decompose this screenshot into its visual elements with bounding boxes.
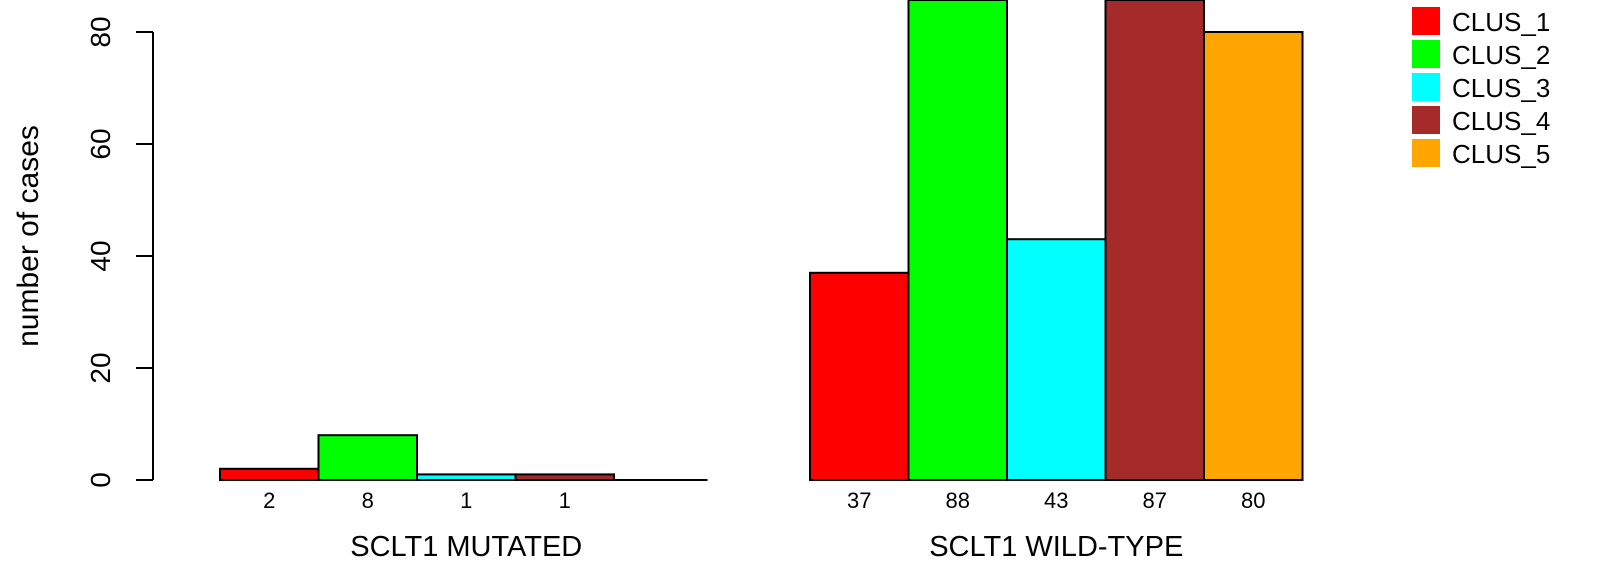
y-tick-label: 60 [85, 128, 116, 159]
legend-label: CLUS_1 [1452, 7, 1550, 37]
legend-label: CLUS_3 [1452, 73, 1550, 103]
legend-swatch [1412, 106, 1440, 134]
y-tick-label: 20 [85, 352, 116, 383]
bar-value-label: 8 [362, 488, 374, 513]
bar-value-label: 80 [1241, 488, 1265, 513]
legend-swatch [1412, 139, 1440, 167]
bar-value-label: 1 [460, 488, 472, 513]
legend-swatch [1412, 7, 1440, 35]
y-tick-label: 40 [85, 240, 116, 271]
bar-value-label: 37 [847, 488, 871, 513]
legend-label: CLUS_2 [1452, 40, 1550, 70]
bar-wildtype-clus_5 [1203, 31, 1304, 481]
bar-value-label: 88 [946, 488, 970, 513]
bar-wildtype-clus_1 [809, 271, 910, 481]
bar-value-label: 87 [1143, 488, 1167, 513]
y-tick-label: 80 [85, 16, 116, 47]
legend-swatch [1412, 40, 1440, 68]
bars-layer [219, 0, 1304, 482]
bar-value-label: 1 [559, 488, 571, 513]
group-label: SCLT1 WILD-TYPE [929, 531, 1183, 563]
y-axis-title: number of cases [12, 125, 45, 347]
bar-mutated-clus_2 [317, 434, 418, 482]
y-axis: 0 20 40 60 80 [85, 16, 154, 488]
legend-label: CLUS_5 [1452, 139, 1550, 169]
value-labels: 2 8 1 1 37 88 43 87 80 [263, 488, 1265, 513]
y-tick-label: 0 [85, 472, 116, 488]
legend-label: CLUS_4 [1452, 106, 1550, 136]
bar-value-label: 43 [1044, 488, 1068, 513]
bar-wildtype-clus_4 [1104, 0, 1205, 481]
bar-wildtype-clus_3 [1006, 238, 1107, 481]
bar-mutated-clus_1 [219, 467, 320, 481]
group-label: SCLT1 MUTATED [350, 531, 582, 563]
legend-swatch [1412, 73, 1440, 101]
bar-wildtype-clus_2 [907, 0, 1008, 481]
bar-value-label: 2 [263, 488, 275, 513]
group-labels: SCLT1 MUTATED SCLT1 WILD-TYPE [350, 531, 1183, 563]
